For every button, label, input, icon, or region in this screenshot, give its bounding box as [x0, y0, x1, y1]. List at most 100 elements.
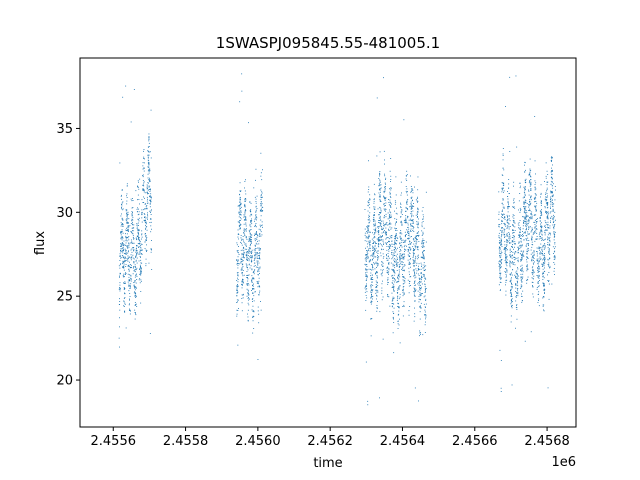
data-point [508, 223, 509, 225]
data-point [407, 222, 409, 224]
data-point [370, 255, 372, 257]
data-point [243, 240, 244, 242]
data-point [136, 247, 137, 249]
data-point [396, 292, 398, 293]
data-point [404, 249, 406, 251]
data-point [148, 136, 150, 138]
data-point [423, 254, 425, 256]
data-point [544, 243, 545, 245]
data-point [503, 183, 504, 185]
data-point [128, 276, 130, 278]
data-point [370, 318, 372, 320]
data-point [397, 262, 399, 263]
data-point [515, 258, 516, 260]
data-point [553, 228, 555, 230]
data-point [417, 267, 419, 269]
data-point [389, 305, 391, 307]
data-point [135, 248, 137, 250]
data-point [130, 267, 132, 269]
data-point [400, 231, 402, 233]
data-point [537, 286, 539, 288]
data-point [365, 274, 367, 276]
data-point [241, 281, 243, 283]
data-point [540, 251, 541, 253]
data-point [257, 266, 259, 268]
data-point [527, 233, 529, 235]
data-point [365, 289, 367, 291]
data-point [244, 231, 246, 233]
data-point [387, 256, 389, 258]
data-point [410, 285, 411, 286]
data-point [140, 250, 141, 252]
data-point [383, 217, 385, 219]
data-point [365, 236, 367, 238]
data-point [404, 264, 406, 266]
data-point [373, 215, 375, 216]
data-point [421, 277, 422, 279]
data-point [149, 185, 151, 187]
data-point [509, 265, 511, 267]
data-point [540, 227, 542, 229]
data-point [506, 220, 508, 222]
data-point [546, 226, 548, 228]
data-point [373, 253, 375, 255]
data-point [365, 361, 367, 363]
data-point [541, 213, 542, 215]
data-point [418, 301, 420, 303]
data-point [403, 258, 405, 260]
data-point [552, 219, 554, 221]
data-point [132, 267, 134, 269]
data-point [390, 197, 392, 198]
data-point [394, 238, 396, 240]
data-point [541, 263, 543, 265]
data-point [553, 203, 555, 205]
data-point [257, 281, 259, 283]
data-point [554, 255, 555, 257]
data-point [126, 237, 127, 239]
data-point [550, 157, 552, 158]
data-point [535, 229, 537, 231]
data-point [128, 218, 130, 220]
data-point [506, 256, 508, 258]
data-point [126, 185, 128, 187]
data-points [118, 73, 556, 406]
data-point [417, 201, 418, 203]
data-point [499, 237, 501, 239]
data-point [254, 220, 255, 222]
data-point [259, 249, 261, 251]
data-point [260, 225, 262, 227]
data-point [238, 246, 239, 247]
data-point [253, 316, 255, 317]
data-point [538, 270, 540, 272]
data-point [259, 253, 261, 255]
data-point [536, 253, 538, 255]
data-point [149, 179, 151, 181]
data-point [522, 271, 524, 273]
data-point [415, 199, 417, 201]
data-point [131, 239, 132, 241]
data-point [254, 245, 256, 247]
data-point [240, 214, 242, 216]
data-point [419, 330, 421, 332]
data-point [404, 220, 406, 221]
data-point [393, 271, 395, 273]
data-point [252, 320, 254, 322]
data-point [413, 261, 415, 263]
data-point [399, 318, 400, 320]
data-point [261, 191, 263, 193]
data-point [151, 209, 152, 211]
data-point [498, 265, 500, 267]
data-point [397, 292, 398, 294]
data-point [411, 219, 413, 221]
data-point [396, 213, 398, 215]
data-point [404, 278, 406, 280]
data-point [521, 285, 523, 287]
data-point [543, 283, 545, 284]
data-point [148, 136, 150, 138]
data-point [251, 281, 253, 283]
data-point [385, 216, 387, 218]
data-point [372, 267, 373, 269]
data-point [383, 192, 385, 194]
data-point [250, 265, 252, 267]
data-point [416, 212, 418, 214]
